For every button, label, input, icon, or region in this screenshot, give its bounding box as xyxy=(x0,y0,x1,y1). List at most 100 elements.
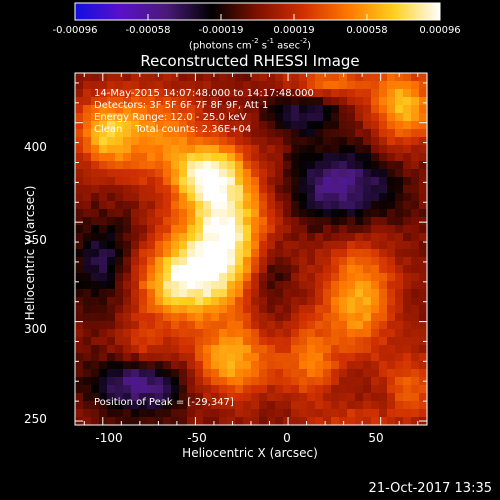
heatmap-cell xyxy=(131,409,140,418)
heatmap-cell xyxy=(283,73,292,82)
heatmap-cell xyxy=(259,81,268,90)
heatmap-cell xyxy=(131,81,140,90)
heatmap-cell xyxy=(83,337,92,346)
heatmap-cell xyxy=(419,369,428,378)
heatmap-cell xyxy=(283,417,292,426)
heatmap-cell xyxy=(115,353,124,362)
heatmap-cell xyxy=(403,113,412,122)
heatmap-cell xyxy=(131,321,140,330)
heatmap-cell xyxy=(315,377,324,386)
heatmap-cell xyxy=(179,265,188,274)
heatmap-cell xyxy=(267,257,276,266)
heatmap-cell xyxy=(315,361,324,370)
heatmap-cell xyxy=(339,393,348,402)
heatmap-cell xyxy=(115,305,124,314)
heatmap-cell xyxy=(283,225,292,234)
heatmap-cell xyxy=(307,241,316,250)
heatmap-cell xyxy=(395,233,404,242)
heatmap-cell xyxy=(219,265,228,274)
heatmap-cell xyxy=(139,113,148,122)
heatmap-cell xyxy=(251,89,260,98)
heatmap-cell xyxy=(163,321,172,330)
heatmap-cell xyxy=(347,137,356,146)
heatmap-cell xyxy=(307,97,316,106)
heatmap-cell xyxy=(75,409,84,418)
heatmap-cell xyxy=(251,265,260,274)
heatmap-cell xyxy=(179,169,188,178)
heatmap-cell xyxy=(235,241,244,250)
heatmap-cell xyxy=(291,409,300,418)
heatmap-cell xyxy=(283,81,292,90)
heatmap-cell xyxy=(227,409,236,418)
heatmap-cell xyxy=(387,417,396,426)
heatmap-cell xyxy=(275,289,284,298)
heatmap-cell xyxy=(83,281,92,290)
heatmap-cell xyxy=(387,217,396,226)
heatmap-cell xyxy=(115,257,124,266)
heatmap-cell xyxy=(259,353,268,362)
heatmap-cell xyxy=(187,329,196,338)
heatmap-cell xyxy=(259,137,268,146)
heatmap-cell xyxy=(347,273,356,282)
heatmap-cell xyxy=(91,265,100,274)
heatmap-cell xyxy=(163,257,172,266)
heatmap-cell xyxy=(195,225,204,234)
heatmap-cell xyxy=(107,97,116,106)
heatmap-cell xyxy=(163,249,172,258)
heatmap-cell xyxy=(243,177,252,186)
heatmap-cell xyxy=(211,257,220,266)
heatmap-cell xyxy=(315,81,324,90)
heatmap-cell xyxy=(299,369,308,378)
heatmap-cell xyxy=(355,289,364,298)
heatmap-cell xyxy=(355,273,364,282)
heatmap-cell xyxy=(243,89,252,98)
heatmap-cell xyxy=(403,177,412,186)
heatmap-cell xyxy=(107,361,116,370)
heatmap-cell xyxy=(243,81,252,90)
heatmap-cell xyxy=(379,417,388,426)
heatmap-cell xyxy=(419,361,428,370)
heatmap-cell xyxy=(227,161,236,170)
heatmap-cell xyxy=(395,241,404,250)
heatmap-cell xyxy=(243,249,252,258)
heatmap-cell xyxy=(203,209,212,218)
heatmap-cell xyxy=(91,249,100,258)
heatmap-cell xyxy=(347,185,356,194)
heatmap-cell xyxy=(195,313,204,322)
heatmap-cell xyxy=(259,73,268,82)
heatmap-cell xyxy=(315,257,324,266)
heatmap-cell xyxy=(171,369,180,378)
heatmap-cell xyxy=(307,73,316,82)
heatmap-cell xyxy=(339,89,348,98)
heatmap-cell xyxy=(379,385,388,394)
heatmap-cell xyxy=(363,233,372,242)
heatmap-cell xyxy=(299,241,308,250)
peak-position-label: Position of Peak = [-29,347] xyxy=(94,397,234,408)
heatmap-cell xyxy=(339,289,348,298)
heatmap-cell xyxy=(179,193,188,202)
heatmap-cell xyxy=(163,361,172,370)
heatmap-cell xyxy=(283,313,292,322)
heatmap-cell xyxy=(75,233,84,242)
heatmap-cell xyxy=(107,385,116,394)
heatmap-cell xyxy=(187,145,196,154)
heatmap-cell xyxy=(363,401,372,410)
heatmap-cell xyxy=(203,81,212,90)
heatmap-cell xyxy=(83,241,92,250)
heatmap-cell xyxy=(339,113,348,122)
heatmap-cell xyxy=(275,281,284,290)
heatmap-cell xyxy=(107,73,116,82)
heatmap-cell xyxy=(235,401,244,410)
heatmap-cell xyxy=(187,193,196,202)
heatmap-cell xyxy=(283,329,292,338)
heatmap-cell xyxy=(219,313,228,322)
heatmap-cell xyxy=(299,257,308,266)
heatmap-cell xyxy=(355,297,364,306)
heatmap-cell xyxy=(171,321,180,330)
heatmap-cell xyxy=(243,377,252,386)
heatmap-cell xyxy=(251,313,260,322)
heatmap-cell xyxy=(99,161,108,170)
heatmap-cell xyxy=(419,169,428,178)
heatmap-cell xyxy=(75,201,84,210)
heatmap-cell xyxy=(299,81,308,90)
